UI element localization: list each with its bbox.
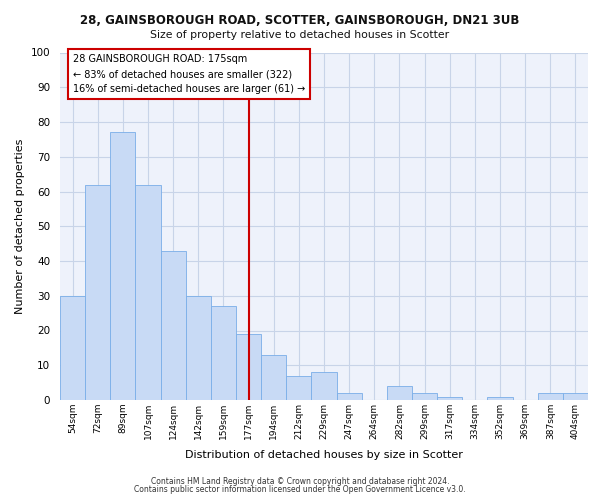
- Text: Contains HM Land Registry data © Crown copyright and database right 2024.: Contains HM Land Registry data © Crown c…: [151, 477, 449, 486]
- Bar: [211, 306, 236, 400]
- Text: Size of property relative to detached houses in Scotter: Size of property relative to detached ho…: [151, 30, 449, 40]
- Bar: [563, 393, 588, 400]
- Bar: [437, 396, 462, 400]
- Bar: [85, 184, 110, 400]
- Bar: [261, 355, 286, 400]
- Bar: [236, 334, 261, 400]
- Bar: [286, 376, 311, 400]
- Bar: [60, 296, 85, 400]
- Bar: [412, 393, 437, 400]
- Text: 28, GAINSBOROUGH ROAD, SCOTTER, GAINSBOROUGH, DN21 3UB: 28, GAINSBOROUGH ROAD, SCOTTER, GAINSBOR…: [80, 14, 520, 27]
- Bar: [186, 296, 211, 400]
- Bar: [487, 396, 512, 400]
- Bar: [311, 372, 337, 400]
- Text: 28 GAINSBOROUGH ROAD: 175sqm
← 83% of detached houses are smaller (322)
16% of s: 28 GAINSBOROUGH ROAD: 175sqm ← 83% of de…: [73, 54, 305, 94]
- Bar: [538, 393, 563, 400]
- Bar: [110, 132, 136, 400]
- Text: Contains public sector information licensed under the Open Government Licence v3: Contains public sector information licen…: [134, 484, 466, 494]
- X-axis label: Distribution of detached houses by size in Scotter: Distribution of detached houses by size …: [185, 450, 463, 460]
- Y-axis label: Number of detached properties: Number of detached properties: [15, 138, 25, 314]
- Bar: [387, 386, 412, 400]
- Bar: [337, 393, 362, 400]
- Bar: [136, 184, 161, 400]
- Bar: [161, 250, 186, 400]
